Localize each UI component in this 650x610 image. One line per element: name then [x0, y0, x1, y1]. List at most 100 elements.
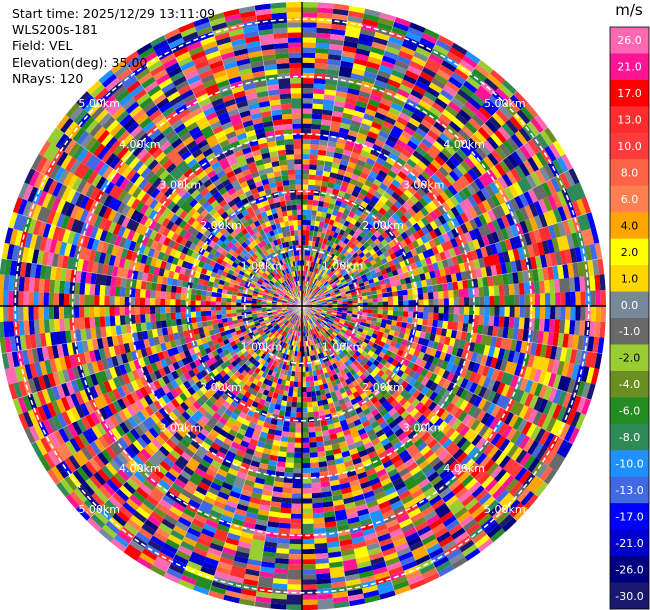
velocity-gate-group	[219, 46, 295, 278]
velocity-gate-group	[307, 284, 505, 306]
velocity-gate-group	[302, 179, 309, 185]
velocity-gate-group	[137, 132, 302, 306]
colorbar: m/s 26.0 21.0 17.0 13.0 10.0 8.0 6.0 4.0 2.0 1.0 0…	[609, 1, 650, 610]
velocity-gate-group	[150, 89, 165, 102]
velocity-gate-group	[214, 310, 301, 581]
velocity-gate-group	[208, 12, 285, 244]
velocity-gate-group	[305, 336, 337, 523]
velocity-gate-group	[302, 306, 481, 374]
velocity-gate-group	[256, 13, 295, 236]
velocity-gate-group	[384, 109, 531, 236]
velocity-gate-group	[396, 321, 553, 359]
velocity-gate-group	[267, 89, 285, 141]
velocity-gate-group	[306, 307, 537, 382]
velocity-gate-group	[304, 80, 429, 302]
velocity-gate-group	[445, 119, 498, 171]
ray-boundary	[301, 34, 441, 307]
range-ring-label: 1.00km	[241, 341, 283, 354]
velocity-gate-group	[166, 372, 175, 382]
velocity-gate-group	[464, 498, 479, 511]
velocity-gate-group	[331, 363, 449, 568]
velocity-gate-group	[574, 276, 581, 292]
velocity-gate-group	[552, 207, 563, 224]
velocity-gate-group	[407, 317, 413, 324]
velocity-gate-group	[362, 227, 370, 235]
velocity-gate-group	[302, 12, 333, 291]
ray-boundary	[163, 34, 303, 307]
velocity-gate-group	[343, 396, 355, 413]
velocity-gate-group	[213, 165, 259, 234]
velocity-gate-group	[112, 335, 228, 389]
velocity-gate-group	[184, 69, 302, 306]
velocity-gate-group	[223, 126, 235, 135]
velocity-gate-group	[352, 116, 502, 259]
velocity-gate-group	[332, 591, 348, 599]
velocity-gate-group	[223, 331, 260, 356]
velocity-gate-group	[305, 98, 521, 303]
velocity-gate-group	[255, 331, 300, 604]
velocity-gate-group	[261, 49, 281, 101]
velocity-gate-group	[317, 451, 326, 458]
velocity-gate-group	[237, 427, 247, 436]
velocity-gate-group	[334, 136, 545, 284]
velocity-gate-group	[304, 356, 317, 443]
velocity-gate-group	[213, 336, 277, 409]
range-rings	[14, 18, 590, 594]
velocity-gate-group	[366, 331, 586, 430]
velocity-gate-group	[175, 349, 219, 377]
colorbar-cell	[610, 79, 649, 107]
velocity-gate-group	[320, 28, 441, 266]
velocity-gate-group	[309, 45, 357, 262]
velocity-gate-group	[56, 381, 75, 399]
velocity-gate-group	[266, 429, 283, 477]
velocity-gate-group	[255, 348, 262, 355]
velocity-gate-group	[434, 502, 466, 540]
velocity-gate-group	[308, 60, 424, 293]
velocity-gate-group	[333, 183, 342, 191]
velocity-gate-group	[100, 179, 158, 220]
velocity-gate-group	[370, 320, 402, 333]
velocity-gate-group	[349, 249, 356, 256]
velocity-gate-group	[467, 97, 482, 111]
colorbar-cell	[610, 529, 649, 557]
velocity-gate-group	[43, 452, 56, 469]
velocity-gate-group	[310, 462, 319, 468]
velocity-gate-group	[341, 326, 537, 438]
velocity-gate-group	[345, 417, 422, 581]
velocity-gate-group	[59, 316, 96, 332]
velocity-gate-group	[403, 475, 418, 491]
velocity-gate-group	[304, 240, 344, 302]
velocity-gate-group	[50, 266, 282, 304]
velocity-gate-group	[287, 309, 293, 313]
velocity-gate-group	[129, 420, 225, 553]
velocity-gate-group	[380, 336, 416, 356]
velocity-gate-group	[273, 387, 280, 395]
velocity-gate-group	[245, 129, 257, 138]
velocity-gate-group	[305, 308, 528, 482]
velocity-gate-group	[136, 233, 205, 268]
velocity-gate-group	[132, 342, 278, 549]
velocity-gate-group	[445, 362, 454, 372]
velocity-gate-group	[448, 354, 534, 394]
velocity-gate-group	[138, 322, 291, 540]
velocity-gate-group	[166, 401, 176, 412]
velocity-gate-group	[459, 367, 468, 379]
colorbar-cell	[610, 370, 649, 398]
velocity-gate-group	[246, 307, 277, 312]
velocity-gate-group	[398, 93, 422, 122]
velocity-gate-group	[249, 55, 301, 297]
velocity-gate-group	[396, 32, 438, 99]
velocity-gate-group	[335, 293, 342, 297]
velocity-gate-group	[242, 82, 256, 91]
velocity-gate-group	[227, 135, 295, 288]
velocity-gate-group	[76, 340, 84, 354]
velocity-gate-group	[121, 465, 134, 478]
velocity-gate-group	[438, 487, 452, 499]
velocity-gate-group	[278, 78, 299, 246]
velocity-gate-group	[242, 521, 256, 530]
velocity-gate-group	[160, 311, 252, 329]
velocity-gate-group	[341, 343, 510, 504]
velocity-gate-group	[518, 317, 525, 330]
velocity-gate-group	[176, 343, 271, 452]
ray-boundary	[1, 258, 303, 307]
